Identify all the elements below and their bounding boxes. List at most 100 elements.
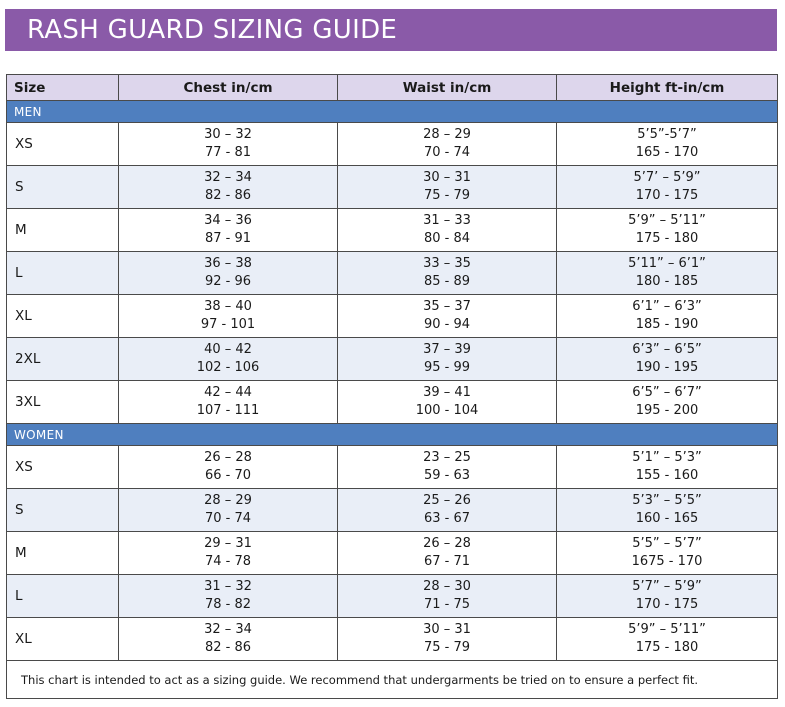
height-metric: 155 - 160 [635,468,699,483]
header-waist: Waist in/cm [337,74,557,101]
table-body: MEN XS 30 – 32 77 - 81 28 – 29 70 - 74 5’5”-5’… [6,100,778,661]
table-row: S 28 – 29 70 - 74 25 – 26 63 - 67 5’3” – 5’5”… [6,488,778,532]
waist-metric: 100 - 104 [415,403,479,418]
size-cell: 3XL [6,380,119,424]
chest-cell: 42 – 44 107 - 111 [118,380,338,424]
chest-cell: 40 – 42 102 - 106 [118,337,338,381]
height-metric: 175 - 180 [635,640,699,655]
height-metric: 185 - 190 [635,317,699,332]
table-row: S 32 – 34 82 - 86 30 – 31 75 - 79 5’7’ – 5’9”… [6,165,778,209]
height-metric: 1675 - 170 [631,554,703,569]
waist-cell: 26 – 28 67 - 71 [337,531,557,575]
section-label: MEN [6,100,778,123]
height-imperial: 5’9” – 5’11” [628,213,706,228]
size-cell: S [6,488,119,532]
height-cell: 5’5” – 5’7” 1675 - 170 [556,531,778,575]
height-cell: 5’7” – 5’9” 170 - 175 [556,574,778,618]
chest-metric: 97 - 101 [200,317,256,332]
height-metric: 170 - 175 [635,188,699,203]
waist-cell: 30 – 31 75 - 79 [337,617,557,661]
height-imperial: 5’5”-5’7” [637,127,697,142]
chest-cell: 29 – 31 74 - 78 [118,531,338,575]
waist-metric: 80 - 84 [423,231,471,246]
size-cell: M [6,531,119,575]
waist-cell: 37 – 39 95 - 99 [337,337,557,381]
chest-imperial: 34 – 36 [204,213,252,228]
chest-metric: 74 - 78 [204,554,252,569]
chest-imperial: 36 – 38 [204,256,252,271]
height-cell: 6’5” – 6’7” 195 - 200 [556,380,778,424]
table-row: XL 32 – 34 82 - 86 30 – 31 75 - 79 5’9” – 5’1… [6,617,778,661]
height-imperial: 6’3” – 6’5” [632,342,702,357]
size-cell: XL [6,617,119,661]
waist-cell: 28 – 30 71 - 75 [337,574,557,618]
chest-metric: 82 - 86 [204,188,252,203]
chest-cell: 34 – 36 87 - 91 [118,208,338,252]
header-size: Size [6,74,119,101]
title-banner: RASH GUARD SIZING GUIDE [5,9,777,51]
chest-metric: 107 - 111 [196,403,260,418]
waist-cell: 23 – 25 59 - 63 [337,445,557,489]
waist-cell: 35 – 37 90 - 94 [337,294,557,338]
waist-metric: 70 - 74 [423,145,471,160]
waist-cell: 39 – 41 100 - 104 [337,380,557,424]
waist-imperial: 25 – 26 [423,493,471,508]
chest-metric: 66 - 70 [204,468,252,483]
height-cell: 6’3” – 6’5” 190 - 195 [556,337,778,381]
waist-imperial: 37 – 39 [423,342,471,357]
table-row: XL 38 – 40 97 - 101 35 – 37 90 - 94 6’1” – 6’… [6,294,778,338]
height-metric: 195 - 200 [635,403,699,418]
waist-imperial: 35 – 37 [423,299,471,314]
table-row: XS 26 – 28 66 - 70 23 – 25 59 - 63 5’1” – 5’3… [6,445,778,489]
waist-cell: 33 – 35 85 - 89 [337,251,557,295]
waist-metric: 95 - 99 [423,360,471,375]
chest-cell: 32 – 34 82 - 86 [118,165,338,209]
chest-metric: 92 - 96 [204,274,252,289]
table-row: L 36 – 38 92 - 96 33 – 35 85 - 89 5’11” – 6’1… [6,251,778,295]
waist-metric: 67 - 71 [423,554,471,569]
height-imperial: 5’3” – 5’5” [632,493,702,508]
table-row: M 29 – 31 74 - 78 26 – 28 67 - 71 5’5” – 5’7”… [6,531,778,575]
chest-metric: 70 - 74 [204,511,252,526]
height-metric: 190 - 195 [635,360,699,375]
height-cell: 5’5”-5’7” 165 - 170 [556,122,778,166]
height-imperial: 5’7” – 5’9” [632,579,702,594]
chest-imperial: 42 – 44 [204,385,252,400]
height-cell: 5’9” – 5’11” 175 - 180 [556,617,778,661]
chest-cell: 32 – 34 82 - 86 [118,617,338,661]
waist-imperial: 33 – 35 [423,256,471,271]
table-header-row: Size Chest in/cm Waist in/cm Height ft-i… [6,74,778,101]
height-metric: 165 - 170 [635,145,699,160]
sizing-table: Size Chest in/cm Waist in/cm Height ft-i… [6,74,778,699]
waist-metric: 75 - 79 [423,188,471,203]
height-imperial: 5’1” – 5’3” [632,450,702,465]
waist-cell: 28 – 29 70 - 74 [337,122,557,166]
footnote: This chart is intended to act as a sizin… [6,660,778,699]
table-row: L 31 – 32 78 - 82 28 – 30 71 - 75 5’7” – 5’9”… [6,574,778,618]
chest-imperial: 40 – 42 [204,342,252,357]
waist-imperial: 31 – 33 [423,213,471,228]
size-cell: S [6,165,119,209]
chest-cell: 26 – 28 66 - 70 [118,445,338,489]
size-cell: L [6,574,119,618]
waist-imperial: 39 – 41 [423,385,471,400]
size-cell: 2XL [6,337,119,381]
waist-metric: 63 - 67 [423,511,471,526]
chest-imperial: 29 – 31 [204,536,252,551]
waist-cell: 31 – 33 80 - 84 [337,208,557,252]
waist-imperial: 28 – 29 [423,127,471,142]
height-cell: 5’1” – 5’3” 155 - 160 [556,445,778,489]
waist-metric: 90 - 94 [423,317,471,332]
height-imperial: 6’5” – 6’7” [632,385,702,400]
chest-imperial: 38 – 40 [204,299,252,314]
height-metric: 160 - 165 [635,511,699,526]
height-imperial: 5’5” – 5’7” [632,536,702,551]
waist-metric: 59 - 63 [423,468,471,483]
height-cell: 5’9” – 5’11” 175 - 180 [556,208,778,252]
height-imperial: 6’1” – 6’3” [632,299,702,314]
size-cell: L [6,251,119,295]
chest-cell: 36 – 38 92 - 96 [118,251,338,295]
chest-imperial: 32 – 34 [204,170,252,185]
height-metric: 180 - 185 [635,274,699,289]
header-chest: Chest in/cm [118,74,338,101]
